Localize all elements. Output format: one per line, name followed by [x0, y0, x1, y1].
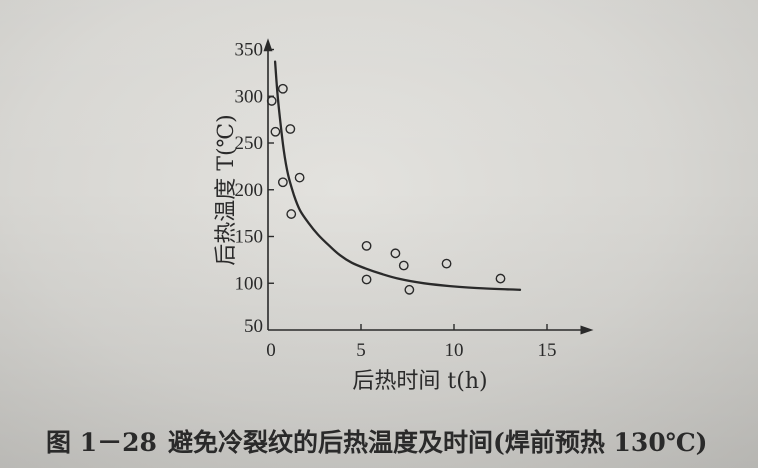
- y-ticks: 50 100 150 200 250 300 350: [235, 40, 274, 337]
- data-points: [266, 83, 506, 295]
- data-point: [285, 124, 296, 134]
- data-point: [286, 209, 297, 219]
- data-point: [390, 248, 401, 259]
- x-tick-label: 10: [445, 340, 464, 361]
- data-point: [294, 172, 305, 183]
- x-tick-label: 15: [538, 340, 557, 361]
- y-tick-label: 250: [235, 133, 264, 154]
- fit-curves: [273, 60, 522, 291]
- data-point: [398, 260, 409, 271]
- x-axis-arrow: [580, 325, 594, 335]
- data-point: [361, 240, 372, 251]
- axes: [263, 38, 594, 335]
- y-axis-label: 后热温度 T(℃): [214, 114, 239, 265]
- y-tick-label: 150: [235, 227, 264, 248]
- y-tick-label: 50: [244, 316, 263, 337]
- figure-number: 图 1－28: [46, 428, 157, 457]
- figure-caption: 避免冷裂纹的后热温度及时间(焊前预热 130℃): [168, 428, 708, 457]
- x-tick-label: 0: [266, 340, 276, 361]
- fit-curve: [273, 60, 522, 291]
- y-tick-label: 100: [235, 273, 264, 294]
- y-axis-arrow: [263, 38, 273, 52]
- x-axis-label: 后热时间 t(h): [352, 369, 487, 394]
- data-point: [441, 258, 452, 269]
- data-point: [361, 274, 372, 285]
- data-point: [277, 177, 288, 188]
- data-point: [266, 96, 277, 106]
- x-ticks: 0 5 10 15: [266, 324, 557, 361]
- x-tick-label: 5: [356, 340, 366, 361]
- data-point: [270, 126, 281, 137]
- data-point: [277, 83, 288, 94]
- y-tick-label: 350: [235, 40, 264, 61]
- data-point: [404, 284, 415, 295]
- y-tick-label: 300: [235, 86, 264, 107]
- data-point: [495, 273, 506, 284]
- y-tick-label: 200: [235, 180, 264, 201]
